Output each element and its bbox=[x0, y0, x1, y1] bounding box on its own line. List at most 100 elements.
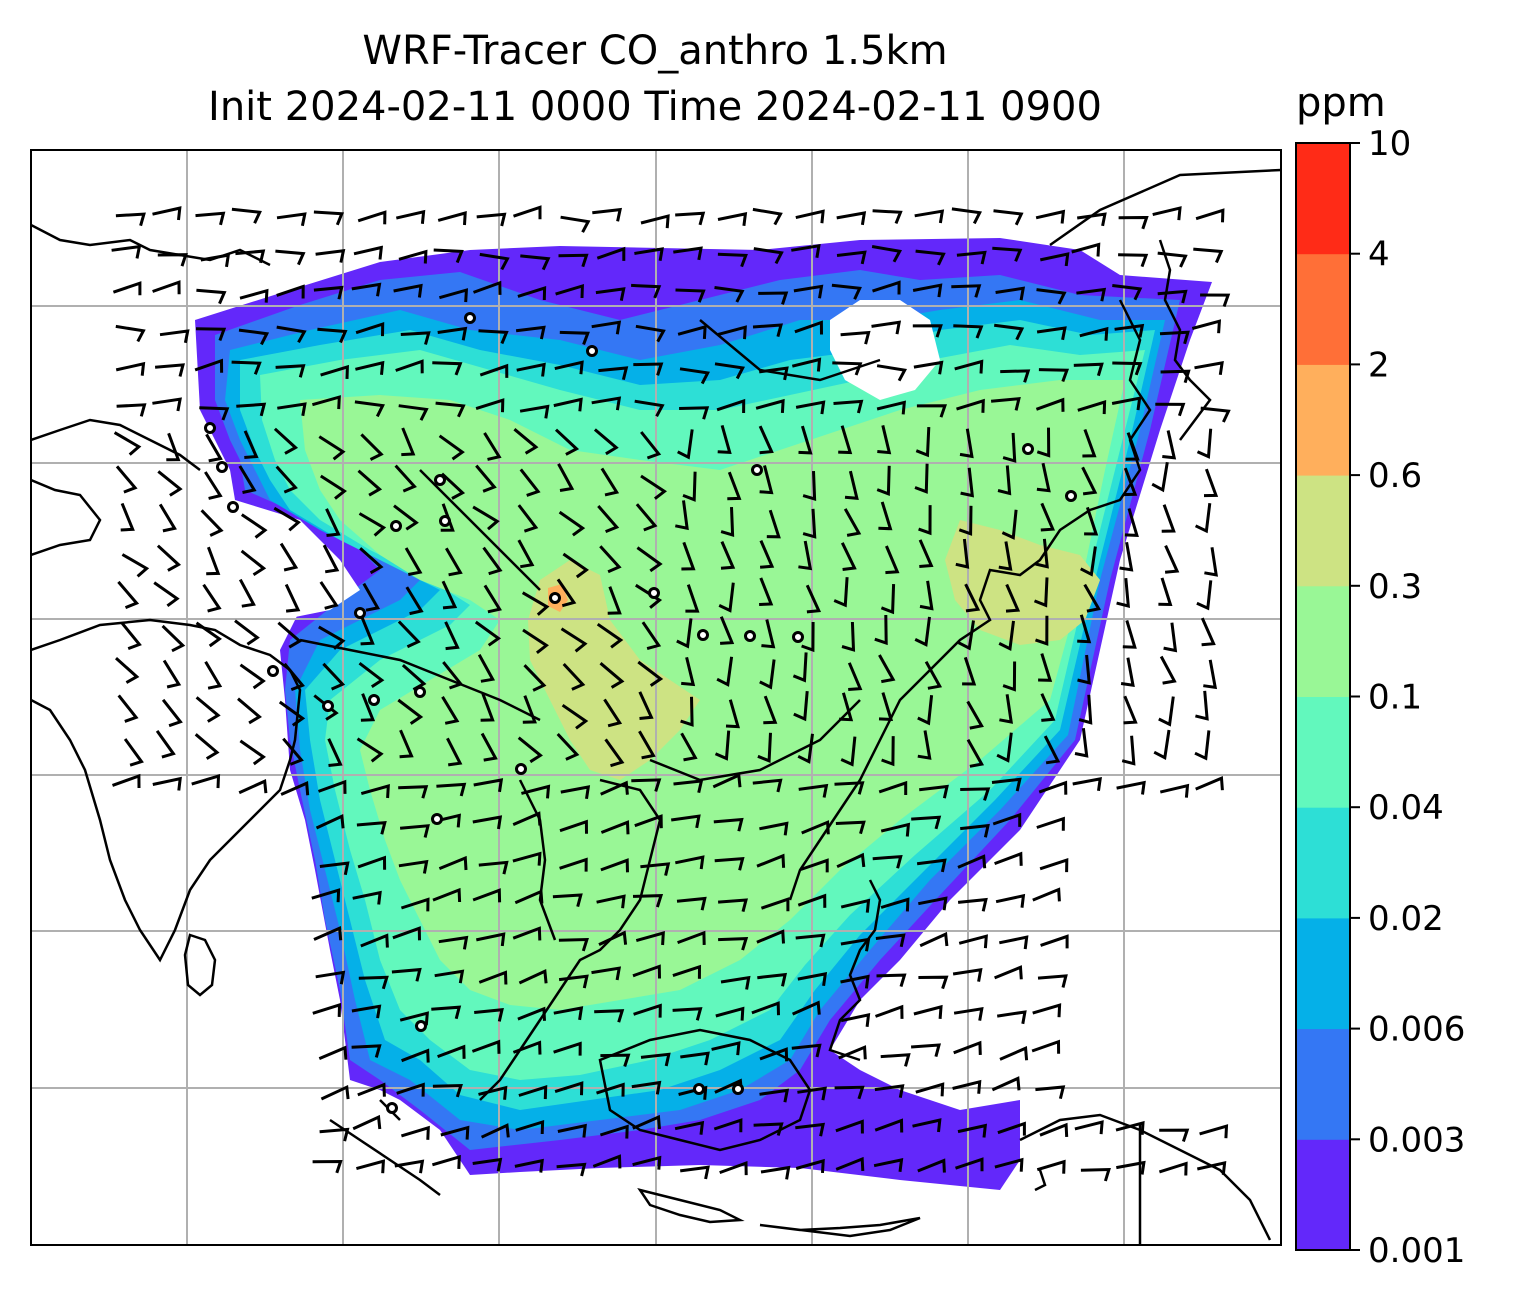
wind-barb bbox=[557, 463, 575, 492]
wind-barb bbox=[596, 1082, 625, 1097]
wind-barb bbox=[876, 973, 907, 988]
station-marker bbox=[586, 345, 598, 357]
wind-barb bbox=[990, 397, 1021, 411]
wind-barb bbox=[877, 425, 892, 455]
colorbar-segment bbox=[1296, 1139, 1350, 1251]
wind-barb bbox=[517, 1006, 546, 1021]
wind-barb bbox=[1121, 735, 1136, 766]
wind-barb bbox=[833, 577, 849, 608]
wind-barb bbox=[401, 427, 416, 457]
wind-barb bbox=[1073, 362, 1104, 377]
wind-barb bbox=[795, 400, 826, 415]
wind-barb bbox=[924, 660, 943, 690]
wind-barb bbox=[472, 280, 502, 295]
wind-barb bbox=[120, 621, 142, 651]
wind-barb bbox=[834, 781, 865, 795]
wind-barb bbox=[322, 544, 340, 574]
wind-barb bbox=[519, 468, 541, 497]
wind-barb bbox=[559, 330, 590, 346]
wind-barb bbox=[398, 859, 429, 874]
wind-barb bbox=[880, 1053, 911, 1067]
wind-barb bbox=[446, 737, 463, 767]
wind-barb bbox=[641, 621, 662, 651]
wind-barb bbox=[513, 205, 542, 220]
wind-barb bbox=[1005, 583, 1021, 613]
colorbar-segment bbox=[1296, 253, 1350, 365]
wind-barb bbox=[319, 1127, 350, 1142]
wind-barb bbox=[1153, 729, 1171, 760]
wind-barb bbox=[957, 1123, 988, 1138]
wind-barb bbox=[912, 1118, 942, 1133]
station-marker bbox=[792, 631, 804, 643]
wind-barb bbox=[1035, 209, 1066, 224]
wind-barb bbox=[598, 930, 628, 946]
wind-barb bbox=[1160, 369, 1191, 384]
wind-barb bbox=[431, 1005, 462, 1020]
wind-barb bbox=[873, 1157, 904, 1172]
wind-barb bbox=[635, 930, 665, 946]
station-marker bbox=[697, 629, 709, 641]
wind-barb bbox=[234, 619, 260, 646]
wind-barb bbox=[958, 934, 988, 949]
wind-barb bbox=[359, 547, 384, 575]
colorbar-segment bbox=[1296, 364, 1350, 476]
wind-barb bbox=[998, 620, 1015, 651]
wind-barb bbox=[591, 966, 622, 981]
wind-barb bbox=[872, 280, 901, 295]
wind-barb bbox=[760, 897, 790, 912]
wind-barb bbox=[482, 546, 503, 576]
station-marker bbox=[322, 700, 334, 712]
wind-barb bbox=[276, 325, 307, 344]
wind-barb bbox=[675, 211, 706, 226]
wind-barb bbox=[763, 695, 778, 725]
wind-barb bbox=[959, 428, 974, 459]
wind-barb bbox=[713, 1118, 743, 1133]
wind-barb bbox=[393, 504, 419, 531]
wind-barb bbox=[996, 732, 1013, 763]
wind-barb bbox=[910, 1043, 941, 1057]
wind-barb bbox=[674, 1120, 705, 1135]
wind-barb bbox=[362, 582, 381, 612]
wind-barb bbox=[847, 662, 863, 691]
wind-barb bbox=[1203, 468, 1219, 498]
wind-barb bbox=[878, 780, 908, 795]
wind-barb bbox=[473, 778, 504, 793]
wind-barb bbox=[512, 811, 542, 826]
wind-barb bbox=[472, 888, 502, 903]
coastline-philippines bbox=[828, 879, 882, 1062]
wind-barb bbox=[351, 1044, 382, 1058]
wind-barb bbox=[1036, 816, 1065, 831]
wind-barb bbox=[520, 254, 551, 271]
wind-barb bbox=[717, 424, 732, 455]
wind-barb bbox=[874, 1004, 904, 1019]
wind-barb bbox=[320, 1084, 350, 1101]
colorbar-segment bbox=[1296, 475, 1350, 587]
wind-barb bbox=[1036, 462, 1051, 493]
wind-barb bbox=[1032, 1003, 1062, 1018]
wind-barb bbox=[1200, 406, 1231, 423]
wind-barb bbox=[631, 1080, 662, 1095]
wind-barb bbox=[999, 1045, 1029, 1061]
wind-barb bbox=[670, 814, 701, 829]
wind-barb bbox=[791, 1000, 821, 1016]
wind-barb bbox=[952, 968, 983, 982]
wind-barb bbox=[554, 1081, 584, 1096]
wind-barb bbox=[123, 738, 144, 767]
wind-barb bbox=[673, 779, 704, 794]
wind-barb bbox=[158, 503, 177, 533]
wind-barb bbox=[313, 925, 343, 941]
colorbar-tick-label: 0.003 bbox=[1368, 1120, 1465, 1160]
wind-barb bbox=[358, 512, 387, 537]
wind-barb bbox=[560, 785, 591, 800]
field-level-01 bbox=[300, 380, 1125, 1010]
wind-barb bbox=[561, 703, 589, 730]
colorbar-segment bbox=[1296, 143, 1350, 255]
wind-barb bbox=[681, 656, 696, 687]
wind-barb bbox=[640, 214, 670, 229]
wind-barb bbox=[832, 361, 863, 376]
wind-barb bbox=[833, 399, 864, 414]
station-marker bbox=[464, 312, 476, 324]
wind-barb bbox=[1195, 208, 1225, 223]
wind-barb bbox=[838, 1045, 867, 1060]
